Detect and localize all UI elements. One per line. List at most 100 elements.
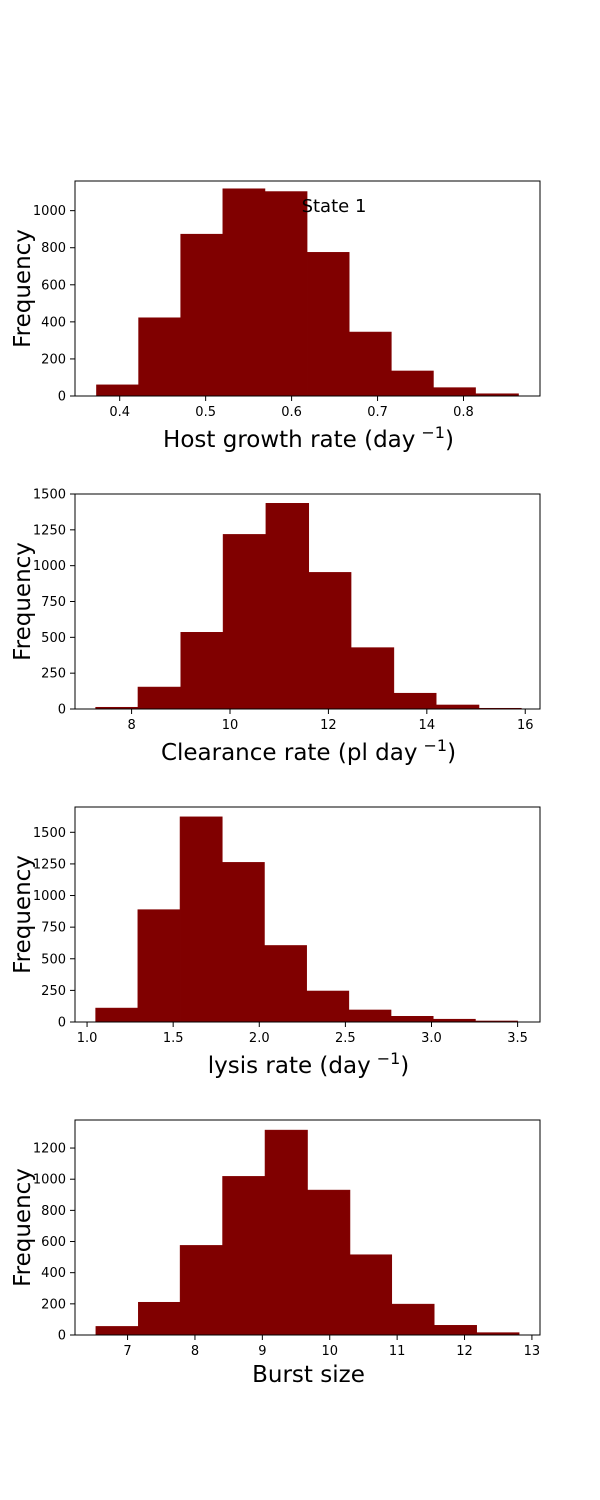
y-tick-label: 400 bbox=[41, 315, 66, 330]
y-tick-label: 200 bbox=[41, 1297, 66, 1312]
histogram-bar bbox=[180, 233, 224, 397]
histogram-bar bbox=[306, 252, 350, 397]
x-tick-label: 13 bbox=[524, 1344, 541, 1359]
x-tick-label: 1.5 bbox=[163, 1031, 184, 1046]
y-tick-label: 200 bbox=[41, 352, 66, 367]
y-tick-label: 600 bbox=[41, 278, 66, 293]
y-tick-label: 1500 bbox=[33, 826, 66, 841]
y-axis-label: Frequency bbox=[10, 1168, 36, 1287]
y-tick-label: 800 bbox=[41, 1204, 66, 1219]
x-tick-label: 0.6 bbox=[281, 405, 302, 420]
chart-panel-2: 8 10 12 14 16 0 250 500 750 1000 1250 1500 Clearance… bbox=[10, 488, 541, 766]
plot-frame bbox=[74, 806, 541, 1023]
x-axis-label: Burst size bbox=[252, 1362, 365, 1388]
histogram-bar bbox=[393, 692, 437, 710]
x-tick-label: 1.0 bbox=[77, 1031, 98, 1046]
histogram-bar bbox=[95, 1326, 139, 1336]
x-tick-label: 10 bbox=[321, 1344, 338, 1359]
y-axis-label: Frequency bbox=[10, 855, 36, 974]
y-tick-label: 250 bbox=[41, 667, 66, 682]
x-axis-label-exponent: −1 bbox=[377, 1049, 401, 1068]
x-tick-label: 9 bbox=[258, 1344, 266, 1359]
plot-frame bbox=[74, 1119, 541, 1336]
histogram-bar bbox=[308, 572, 352, 710]
y-tick-label: 250 bbox=[41, 984, 66, 999]
histogram-bar bbox=[222, 1176, 266, 1336]
x-axis-label-text: Clearance rate (pl day bbox=[161, 740, 418, 766]
x-axis-label-text: Host growth rate (day bbox=[163, 427, 415, 453]
histogram-bar bbox=[222, 534, 267, 710]
x-axis-label-exponent: −1 bbox=[423, 736, 447, 755]
x-tick-label: 14 bbox=[419, 718, 436, 733]
x-axis-label-exponent: −1 bbox=[421, 423, 445, 442]
histogram-bar bbox=[390, 1016, 434, 1023]
plot-frame bbox=[74, 180, 541, 397]
x-axis-label-suffix: ) bbox=[445, 427, 454, 453]
y-tick-label: 0 bbox=[58, 1016, 66, 1031]
x-axis-label: Host growth rate (day −1) bbox=[163, 423, 454, 453]
y-tick-label: 0 bbox=[58, 390, 66, 405]
y-tick-label: 800 bbox=[41, 241, 66, 256]
histogram-bar bbox=[137, 686, 182, 710]
x-tick-label: 8 bbox=[191, 1344, 199, 1359]
x-axis-label: lysis rate (day −1) bbox=[208, 1049, 410, 1079]
chart-panel-1: 0.4 0.5 0.6 0.7 0.8 0 200 400 600 800 1000 Host gro… bbox=[10, 180, 541, 453]
y-tick-label: 1250 bbox=[33, 857, 66, 872]
x-axis-label-text: Burst size bbox=[252, 1362, 365, 1388]
x-axis-label-text: lysis rate (day bbox=[208, 1053, 371, 1079]
histogram-bar bbox=[138, 317, 182, 397]
histogram-bar bbox=[306, 990, 350, 1023]
histogram-bar bbox=[180, 632, 224, 710]
x-tick-label: 0.7 bbox=[367, 405, 388, 420]
x-axis-label-suffix: ) bbox=[447, 740, 456, 766]
y-tick-label: 1250 bbox=[33, 523, 66, 538]
x-tick-label: 7 bbox=[123, 1344, 131, 1359]
x-tick-label: 8 bbox=[127, 718, 135, 733]
histogram-bar bbox=[349, 1254, 393, 1336]
x-axis-label: Clearance rate (pl day −1) bbox=[161, 736, 456, 766]
x-tick-label: 11 bbox=[389, 1344, 406, 1359]
histogram-bar bbox=[137, 909, 181, 1023]
x-tick-label: 0.8 bbox=[453, 405, 474, 420]
y-tick-label: 1000 bbox=[33, 204, 66, 219]
y-tick-label: 1500 bbox=[33, 488, 66, 503]
histogram-bar bbox=[221, 862, 265, 1023]
histogram-bar bbox=[179, 816, 223, 1023]
y-axis-label: Frequency bbox=[10, 542, 36, 661]
x-tick-label: 0.5 bbox=[195, 405, 216, 420]
y-tick-label: 0 bbox=[58, 1329, 66, 1344]
histogram-bar bbox=[179, 1245, 223, 1336]
y-tick-label: 500 bbox=[41, 952, 66, 967]
y-tick-label: 1000 bbox=[33, 559, 66, 574]
x-tick-label: 2.0 bbox=[249, 1031, 270, 1046]
x-tick-label: 0.4 bbox=[109, 405, 130, 420]
histogram-bar bbox=[350, 647, 395, 710]
y-tick-label: 750 bbox=[41, 921, 66, 936]
x-tick-label: 16 bbox=[517, 718, 534, 733]
y-axis-label: Frequency bbox=[10, 229, 36, 348]
x-tick-label: 3.5 bbox=[507, 1031, 528, 1046]
y-tick-label: 1200 bbox=[33, 1142, 66, 1157]
chart-panel-4: 7 8 9 10 11 12 13 0 200 400 600 800 1000 1200 Burst si… bbox=[10, 1119, 541, 1388]
histogram-bar bbox=[307, 1189, 351, 1336]
y-tick-label: 600 bbox=[41, 1235, 66, 1250]
x-tick-label: 12 bbox=[456, 1344, 473, 1359]
x-axis-label-suffix: ) bbox=[400, 1053, 409, 1079]
y-tick-label: 1000 bbox=[33, 889, 66, 904]
histogram-bar bbox=[222, 188, 266, 397]
chart-panel-3: 1.0 1.5 2.0 2.5 3.0 3.5 0 250 500 750 1000 1250 1500… bbox=[10, 806, 541, 1079]
histogram-bar bbox=[138, 1301, 181, 1336]
histogram-bar bbox=[264, 945, 307, 1023]
state-annotation: State 1 bbox=[302, 196, 367, 217]
histogram-bar bbox=[391, 370, 434, 397]
y-tick-label: 500 bbox=[41, 631, 66, 646]
histogram-bar bbox=[264, 1129, 308, 1336]
y-tick-label: 750 bbox=[41, 595, 66, 610]
histogram-bar bbox=[435, 704, 480, 710]
histogram-bar bbox=[391, 1303, 435, 1336]
histogram-bar bbox=[265, 503, 310, 710]
y-tick-label: 400 bbox=[41, 1266, 66, 1281]
x-tick-label: 10 bbox=[222, 718, 239, 733]
y-tick-label: 1000 bbox=[33, 1173, 66, 1188]
